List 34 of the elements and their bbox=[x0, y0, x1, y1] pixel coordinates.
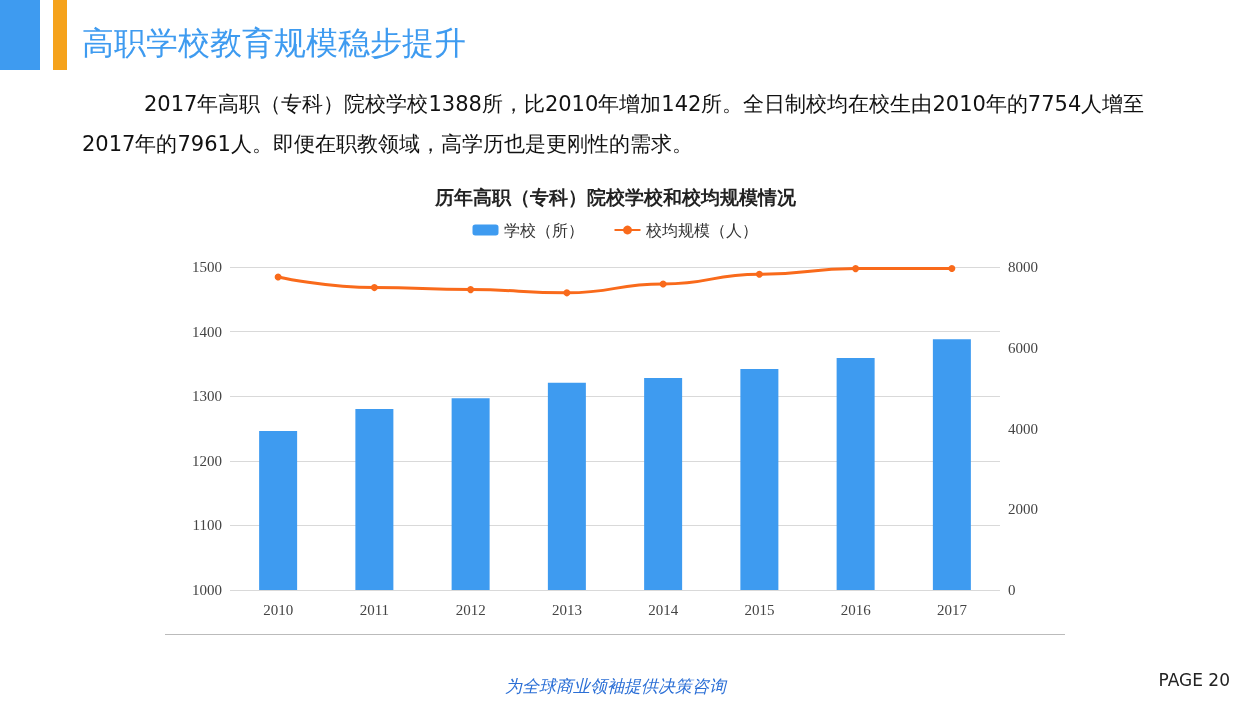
point bbox=[755, 270, 763, 278]
y2-tick-label: 0 bbox=[1008, 582, 1016, 598]
legend-label: 学校（所） bbox=[503, 221, 584, 239]
x-tick-label: 2014 bbox=[648, 601, 679, 618]
y2-tick-label: 8000 bbox=[1008, 259, 1038, 275]
x-tick-label: 2010 bbox=[263, 601, 294, 618]
point bbox=[467, 286, 475, 294]
legend-label: 校均规模（人） bbox=[644, 221, 758, 239]
x-tick-label: 2016 bbox=[840, 601, 872, 618]
y-tick-label: 1300 bbox=[192, 388, 222, 405]
point bbox=[852, 265, 860, 273]
point bbox=[370, 284, 378, 292]
point bbox=[659, 280, 667, 288]
x-tick-label: 2017 bbox=[936, 601, 968, 618]
text: 历年高职（专科）院校学校和校均规模情况 bbox=[433, 185, 797, 210]
x-tick-label: 2011 bbox=[359, 601, 390, 618]
y-tick-label: 1500 bbox=[192, 259, 222, 275]
y2-tick-label: 6000 bbox=[1008, 339, 1038, 356]
y-tick-label: 1200 bbox=[192, 452, 222, 469]
point bbox=[274, 273, 282, 281]
y-tick-label: 1000 bbox=[192, 582, 222, 598]
text: 为全球商业领袖提供决策咨询 bbox=[503, 675, 728, 698]
point bbox=[563, 289, 571, 297]
chart-title: 高职学校教育规模稳步提升 bbox=[82, 23, 466, 64]
y2-tick-label: 2000 bbox=[1008, 501, 1038, 518]
y2-tick-label: 4000 bbox=[1008, 420, 1038, 437]
x-tick-label: 2015 bbox=[744, 601, 775, 618]
point bbox=[948, 265, 956, 273]
y-tick-label: 1400 bbox=[192, 323, 222, 340]
y-tick-label: 1100 bbox=[192, 517, 222, 534]
chart-subtitle: 2017年高职（专科）院校学校1388所，比2010年增加142所。全日制校均在校生由2010年的7754人增至2017年的7961人。即便在职教领域，高学历也是更刚性的需求。 bbox=[82, 91, 1146, 158]
x-tick-label: 2013 bbox=[551, 601, 582, 618]
text: PAGE 20 bbox=[1158, 670, 1230, 690]
x-tick-label: 2012 bbox=[455, 601, 486, 618]
